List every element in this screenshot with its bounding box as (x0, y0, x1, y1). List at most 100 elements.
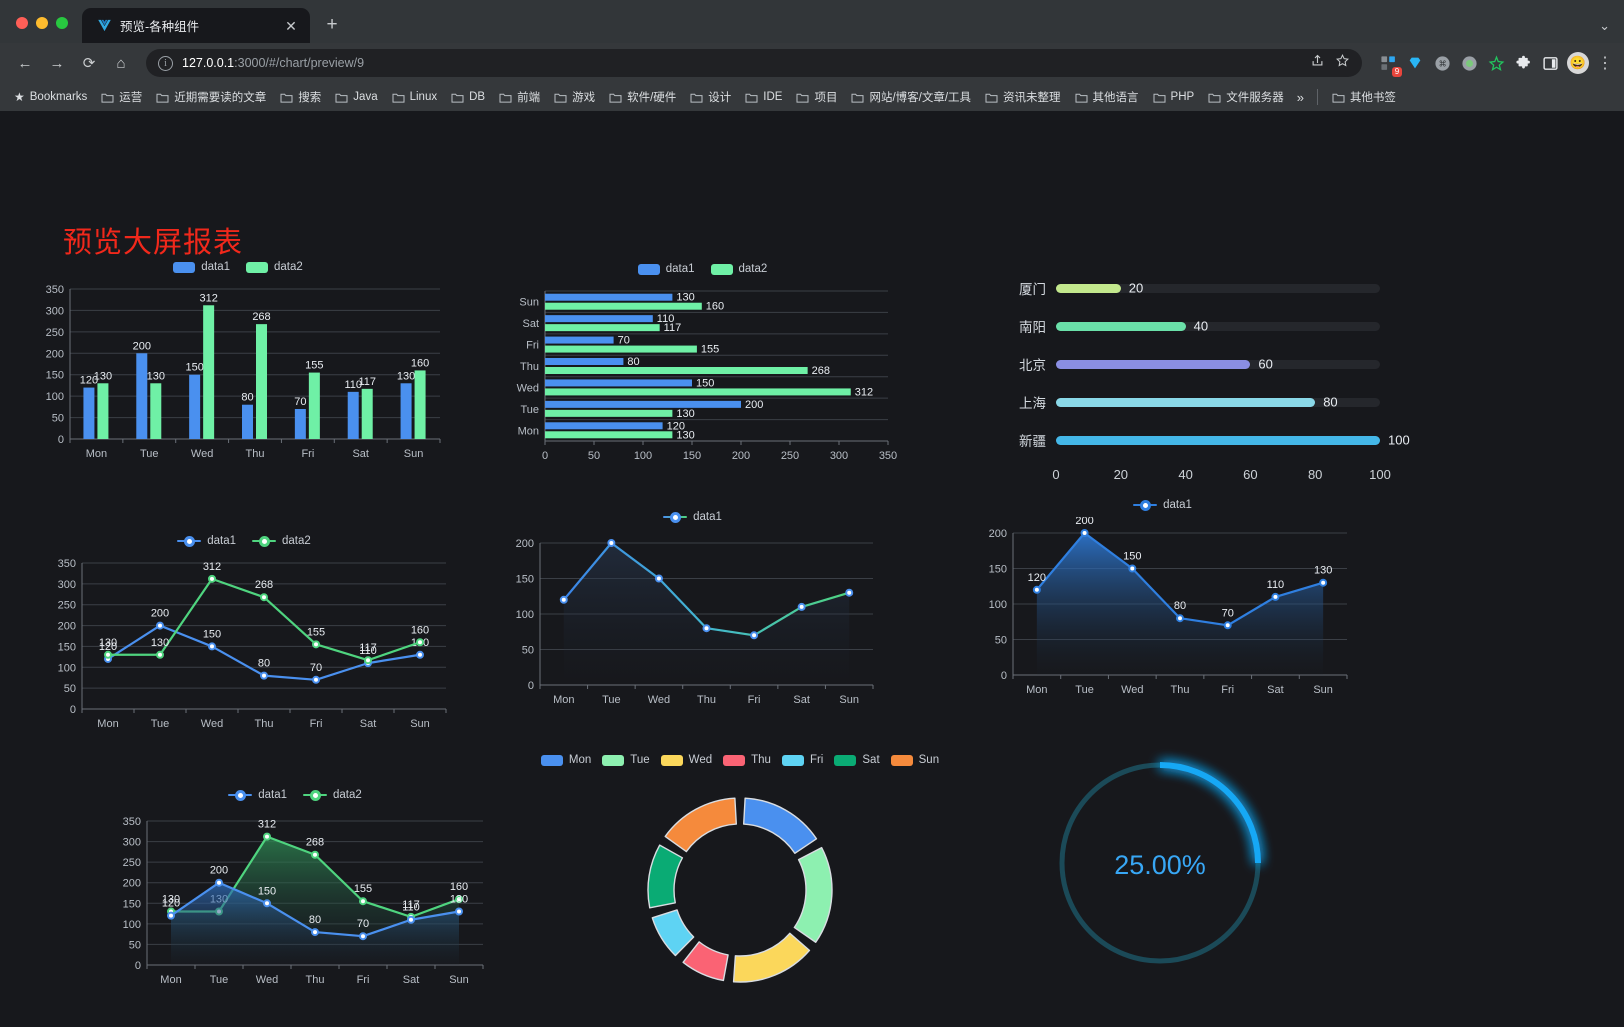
forward-button[interactable]: → (49, 54, 65, 72)
svg-text:160: 160 (450, 881, 468, 893)
donut-slice-mon[interactable] (742, 797, 818, 854)
legend-item-data2[interactable]: data2 (252, 535, 311, 547)
bookmark-folder[interactable]: 文件服务器 (1202, 86, 1290, 108)
legend-item-sat[interactable]: Sat (834, 754, 880, 766)
minimize-window-button[interactable] (36, 17, 48, 29)
progress-track[interactable]: 60 (1056, 357, 1380, 372)
svg-text:Thu: Thu (1171, 684, 1190, 696)
folder-icon (690, 92, 703, 103)
legend-item-data1[interactable]: data1 (637, 263, 695, 275)
other-bookmarks-folder[interactable]: 其他书签 (1326, 86, 1402, 108)
bookmark-folder[interactable]: 软件/硬件 (603, 86, 682, 108)
circle-icon[interactable] (1459, 53, 1479, 73)
progress-track[interactable]: 80 (1056, 395, 1380, 410)
legend-donut: Mon Tue Wed Thu Fri Sat Sun (540, 754, 939, 766)
legend-item-data2[interactable]: data2 (710, 263, 767, 275)
bookmark-folder[interactable]: 项目 (790, 86, 843, 108)
avatar[interactable]: 😀 (1567, 52, 1589, 74)
close-window-button[interactable] (16, 17, 28, 29)
svg-text:50: 50 (588, 450, 600, 462)
legend-swatch (173, 261, 196, 273)
extensions-strip: 9 ⌘ 😀 ⋮ (1372, 52, 1614, 77)
svg-text:Fri: Fri (357, 974, 370, 986)
svg-text:300: 300 (830, 450, 848, 462)
progress-label: 新疆 (1019, 434, 1046, 449)
legend-swatch (781, 754, 804, 766)
svg-text:250: 250 (781, 450, 799, 462)
legend-item-mon[interactable]: Mon (540, 754, 591, 766)
svg-text:Fri: Fri (526, 340, 539, 352)
svg-text:130: 130 (676, 292, 694, 304)
site-info-icon[interactable]: i (158, 55, 173, 71)
legend-label: Sun (918, 754, 940, 766)
progress-track[interactable]: 20 (1056, 281, 1380, 296)
legend-item-data2[interactable]: data2 (303, 789, 362, 801)
svg-text:Sun: Sun (839, 694, 859, 706)
svg-text:Wed: Wed (256, 974, 278, 986)
extensions-puzzle-icon[interactable] (1513, 53, 1533, 73)
svg-text:117: 117 (402, 899, 420, 911)
legend-item-data1[interactable]: data1 (1133, 499, 1192, 511)
area-dual-svg: 0501001502002503003501301303122681551171… (123, 816, 484, 986)
donut-slice-wed[interactable] (732, 932, 811, 983)
bookmark-folder[interactable]: 搜索 (274, 86, 327, 108)
bookmark-folder[interactable]: 游戏 (548, 86, 601, 108)
svg-text:130: 130 (450, 894, 468, 906)
legend-item-fri[interactable]: Fri (781, 754, 823, 766)
bookmarks-overflow-button[interactable]: » (1296, 89, 1304, 105)
legend-item-tue[interactable]: Tue (602, 754, 650, 766)
bookmark-folder[interactable]: 运营 (95, 86, 148, 108)
star-green-icon[interactable] (1486, 53, 1506, 73)
bookmarks-root[interactable]: ★ Bookmarks (8, 87, 93, 107)
legend-label: data2 (282, 535, 311, 547)
back-button[interactable]: ← (17, 54, 33, 72)
donut-slice-thu[interactable] (682, 941, 729, 982)
side-panel-icon[interactable] (1540, 53, 1560, 73)
browser-menu-icon[interactable]: ⋮ (1597, 55, 1613, 72)
bookmark-folder[interactable]: PHP (1147, 88, 1201, 106)
donut-slice-tue[interactable] (793, 846, 833, 943)
bookmark-folder[interactable]: 资讯未整理 (979, 86, 1067, 108)
puzzle-grid-icon[interactable]: 9 (1378, 53, 1402, 77)
home-button[interactable]: ⌂ (116, 54, 126, 72)
legend-item-data1[interactable]: data1 (177, 535, 236, 547)
svg-text:150: 150 (46, 370, 64, 382)
bookmark-folder[interactable]: 前端 (493, 86, 546, 108)
command-icon[interactable]: ⌘ (1432, 53, 1452, 73)
legend-item-wed[interactable]: Wed (660, 754, 712, 766)
close-tab-button[interactable]: ✕ (285, 17, 297, 34)
svg-text:Thu: Thu (306, 974, 325, 986)
reload-button[interactable]: ⟳ (82, 55, 96, 72)
bookmark-folder[interactable]: IDE (739, 88, 788, 106)
maximize-window-button[interactable] (56, 17, 68, 29)
progress-track[interactable]: 40 (1056, 319, 1380, 334)
legend-item-data1[interactable]: data1 (173, 261, 230, 273)
legend-item-thu[interactable]: Thu (723, 754, 771, 766)
legend-item-data1[interactable]: data1 (663, 511, 722, 523)
diamond-icon[interactable] (1405, 53, 1425, 73)
star-icon: ★ (14, 90, 25, 104)
bookmark-folder[interactable]: 其他语言 (1069, 86, 1145, 108)
bookmark-folder[interactable]: 网站/博客/文章/工具 (845, 86, 977, 108)
bookmark-star-icon[interactable] (1335, 53, 1350, 73)
new-tab-button[interactable]: + (326, 14, 338, 35)
bookmark-folder[interactable]: 近期需要读的文章 (150, 86, 272, 108)
svg-text:Wed: Wed (648, 694, 670, 706)
bookmark-folder[interactable]: 设计 (684, 86, 737, 108)
donut-slice-sun[interactable] (664, 797, 738, 853)
bookmark-folder[interactable]: DB (445, 88, 491, 106)
legend-item-sun[interactable]: Sun (890, 754, 940, 766)
chart-area-dual: data1 data2 0 50 100 150 200 250 300 350 130 130 3… (95, 789, 495, 1004)
bookmark-folder[interactable]: Java (329, 88, 383, 106)
donut-slice-fri[interactable] (651, 909, 695, 957)
legend-item-data2[interactable]: data2 (246, 261, 303, 273)
browser-tab[interactable]: 预览-各种组件 ✕ (82, 8, 310, 43)
bookmark-folder[interactable]: Linux (386, 88, 444, 106)
tab-search-icon[interactable]: ⌄ (1599, 18, 1610, 33)
folder-icon (985, 92, 998, 103)
address-bar[interactable]: i 127.0.0.1:3000/#/chart/preview/9 (146, 49, 1362, 77)
share-icon[interactable] (1310, 53, 1325, 73)
donut-slice-sat[interactable] (647, 844, 684, 909)
progress-track[interactable]: 100 (1056, 433, 1410, 448)
legend-item-data1[interactable]: data1 (228, 789, 287, 801)
